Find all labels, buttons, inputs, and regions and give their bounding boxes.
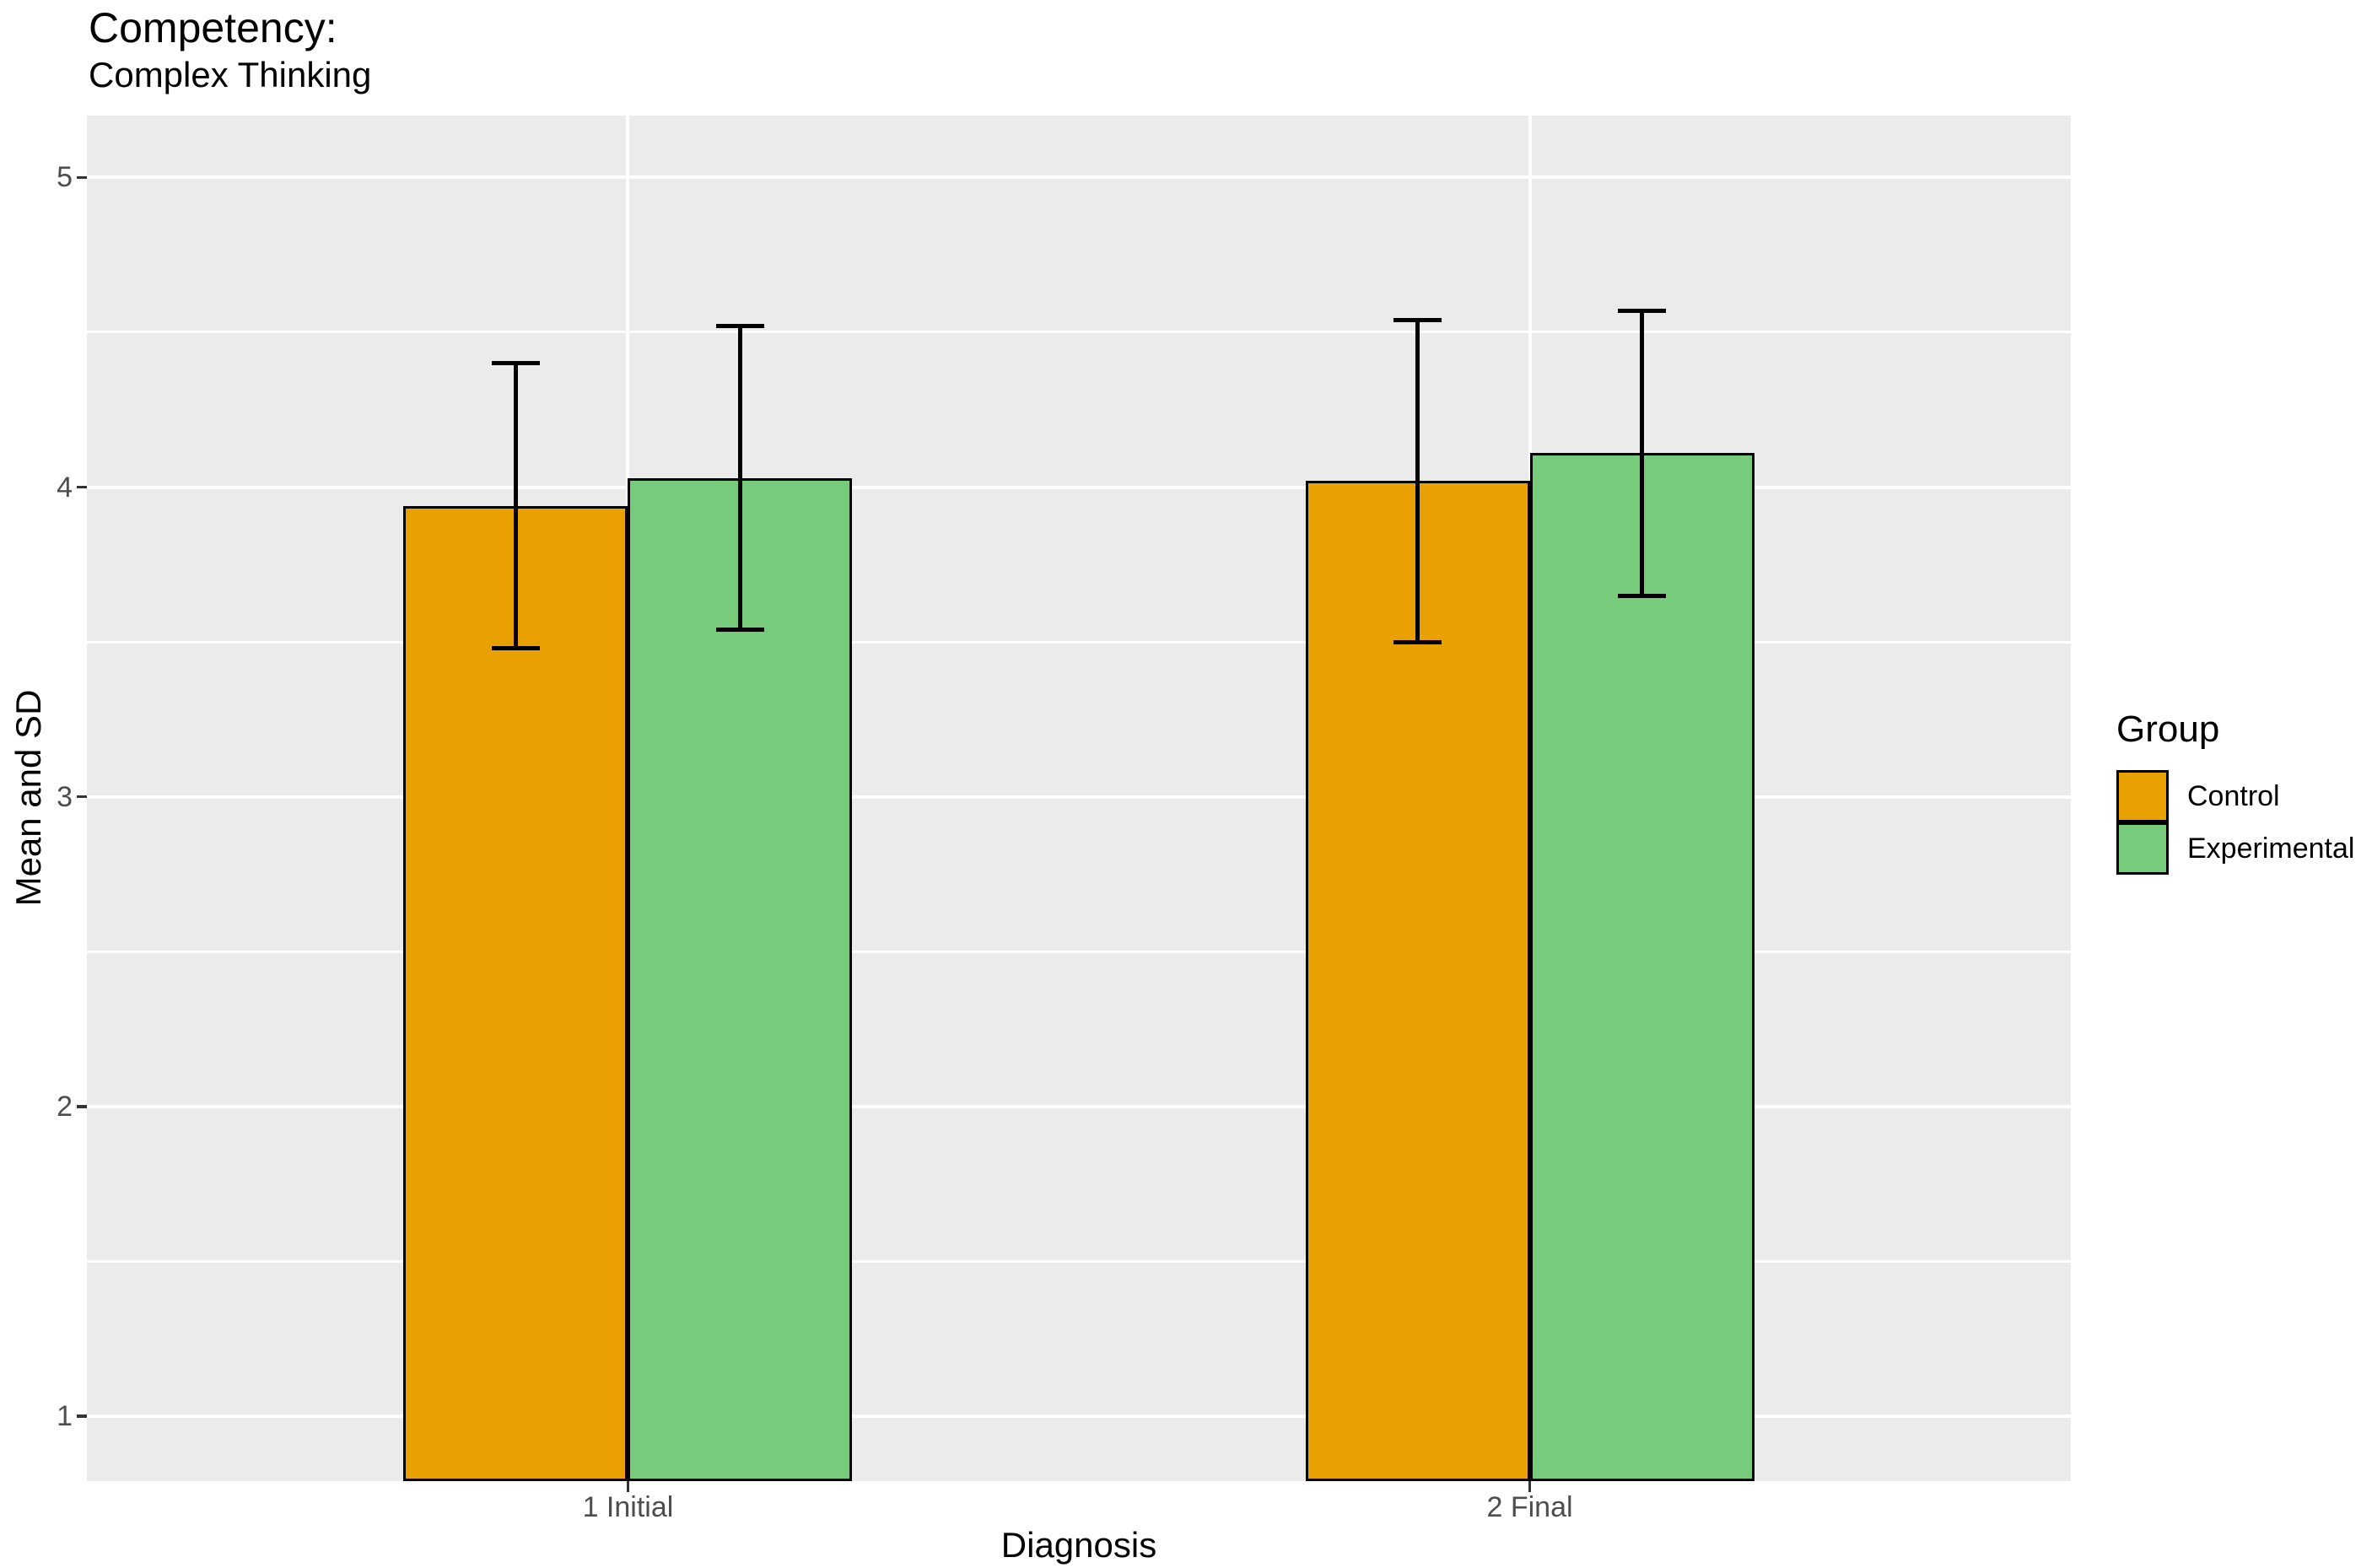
y-tick-mark [77, 795, 87, 799]
x-tick-label-2: 2 Final [1486, 1491, 1573, 1523]
errorbar-cap-top [715, 324, 764, 329]
y-tick-label: 2 [57, 1090, 73, 1123]
bar-control-1 [403, 505, 628, 1481]
errorbar-cap-top [1618, 308, 1667, 313]
bar-control-2 [1305, 481, 1530, 1481]
x-tick-mark [1528, 1481, 1532, 1492]
legend-label-control: Control [2187, 780, 2280, 812]
y-tick-mark [77, 1414, 87, 1418]
gridline-major [87, 175, 2071, 180]
bar-experimental-1 [628, 477, 853, 1481]
errorbar-cap-bottom [715, 627, 764, 632]
plot-title: Competency: [89, 4, 337, 51]
legend-label-experimental: Experimental [2187, 832, 2355, 865]
legend-title: Group [2116, 709, 2220, 750]
errorbar-line [1640, 310, 1644, 596]
errorbar-line [738, 326, 742, 630]
errorbar-line [1415, 320, 1420, 643]
y-tick-mark [77, 1105, 87, 1108]
gridline-minor [87, 950, 2071, 953]
gridline-major [87, 1414, 2071, 1418]
gridline-major [87, 1104, 2071, 1108]
y-tick-label: 3 [57, 780, 73, 813]
legend-key-control [2116, 770, 2169, 822]
gridline-major [87, 795, 2071, 799]
plot-subtitle: Complex Thinking [89, 55, 372, 94]
x-tick-mark [626, 1481, 630, 1492]
errorbar-cap-bottom [1618, 593, 1667, 598]
y-tick-mark [77, 485, 87, 489]
y-tick-mark [77, 175, 87, 180]
x-tick-label-1: 1 Initial [582, 1491, 674, 1523]
errorbar-cap-bottom [491, 645, 540, 650]
x-axis-title: Diagnosis [1000, 1525, 1157, 1565]
y-tick-label: 4 [57, 471, 73, 504]
gridline-minor [87, 640, 2071, 644]
gridline-minor [87, 331, 2071, 334]
y-tick-label: 5 [57, 161, 73, 194]
legend-key-experimental [2116, 822, 2169, 875]
gridline-minor [87, 1259, 2071, 1263]
plot-panel [87, 116, 2071, 1481]
y-tick-label: 1 [57, 1399, 73, 1432]
bar-experimental-2 [1529, 453, 1755, 1481]
errorbar-cap-top [491, 361, 540, 366]
errorbar-line [514, 363, 518, 649]
errorbar-cap-top [1393, 317, 1442, 322]
errorbar-cap-bottom [1393, 639, 1442, 644]
gridline-major [87, 485, 2071, 489]
